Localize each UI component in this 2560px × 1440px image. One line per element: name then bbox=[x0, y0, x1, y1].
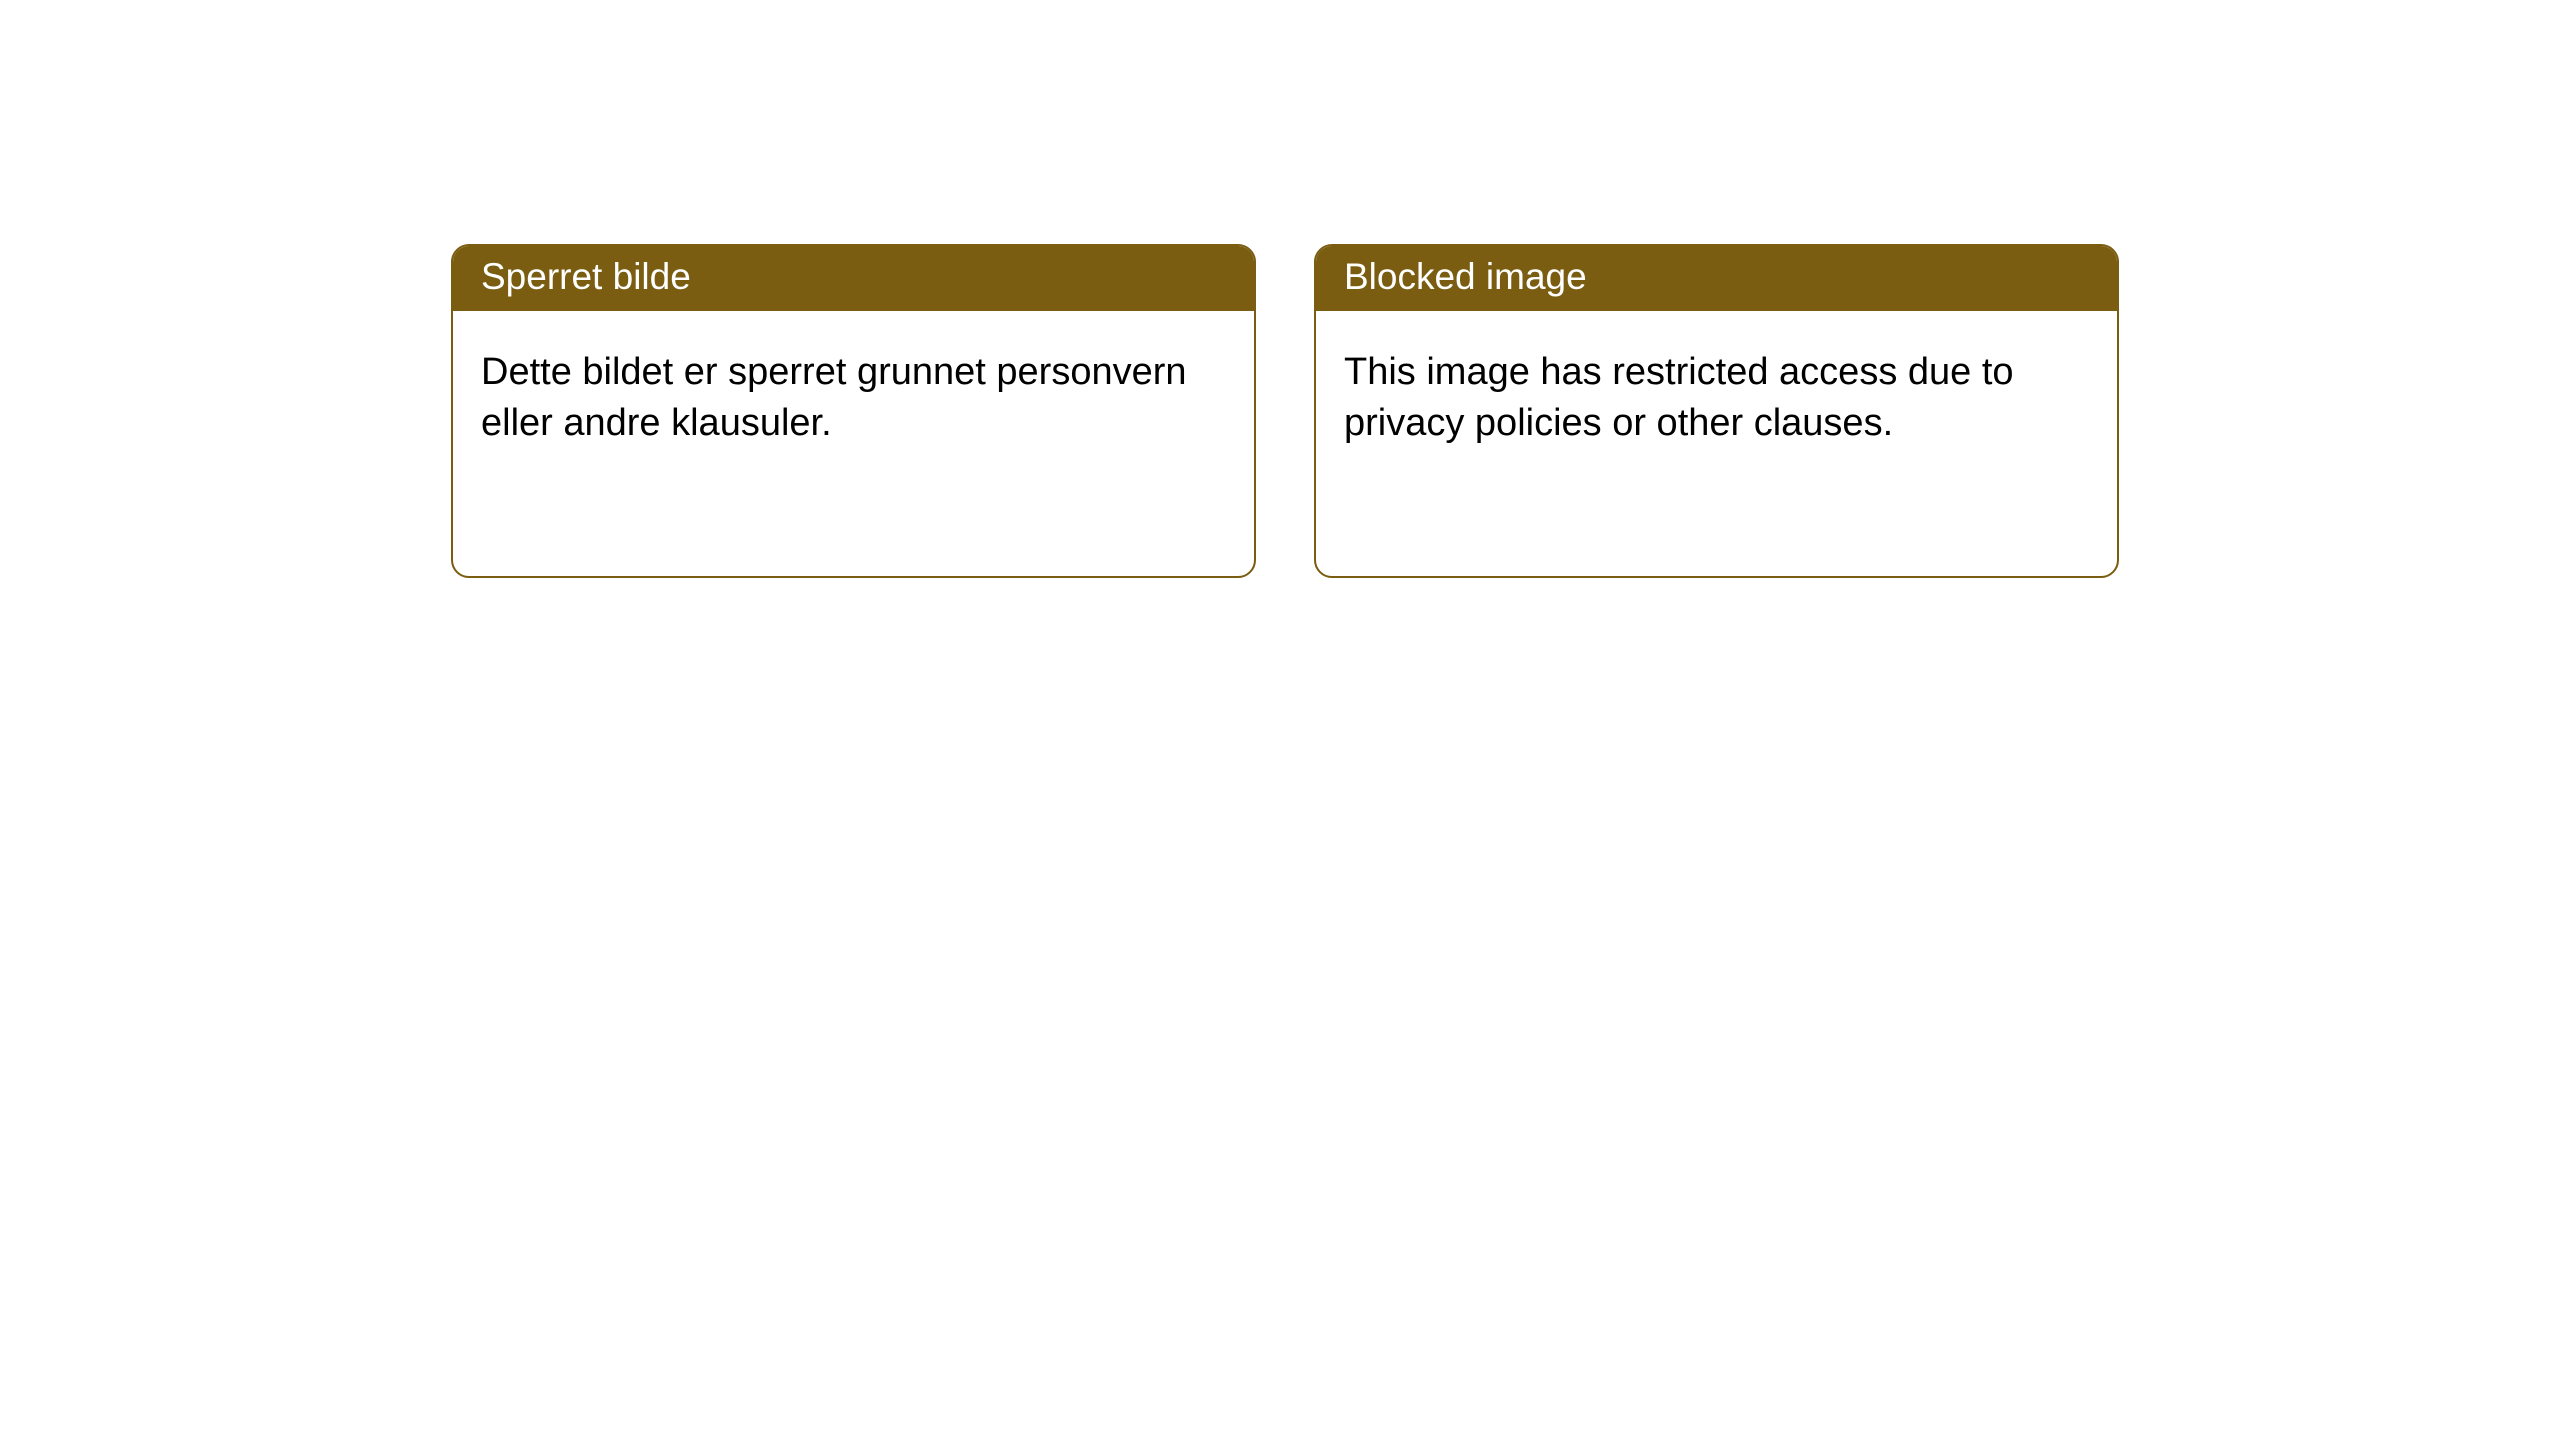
notice-body-english: This image has restricted access due to … bbox=[1316, 311, 2117, 484]
notice-header-english: Blocked image bbox=[1316, 246, 2117, 311]
notice-box-norwegian: Sperret bilde Dette bildet er sperret gr… bbox=[451, 244, 1256, 578]
notice-container: Sperret bilde Dette bildet er sperret gr… bbox=[0, 0, 2560, 578]
notice-box-english: Blocked image This image has restricted … bbox=[1314, 244, 2119, 578]
notice-header-norwegian: Sperret bilde bbox=[453, 246, 1254, 311]
notice-body-norwegian: Dette bildet er sperret grunnet personve… bbox=[453, 311, 1254, 484]
